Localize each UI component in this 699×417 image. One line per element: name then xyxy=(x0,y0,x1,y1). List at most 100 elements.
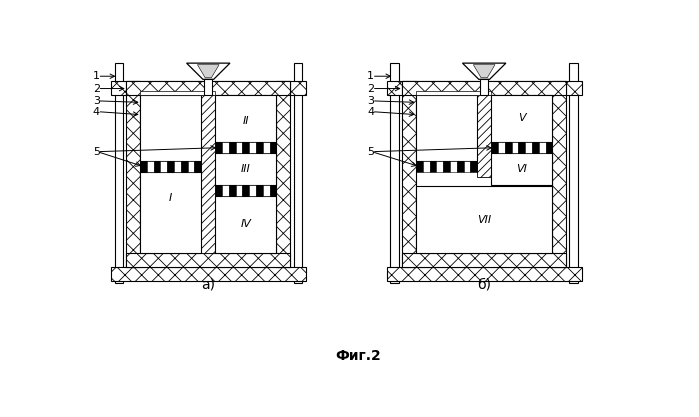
Text: 2: 2 xyxy=(93,83,100,93)
Text: а): а) xyxy=(201,278,215,292)
Bar xyxy=(436,161,443,172)
Bar xyxy=(505,142,512,153)
Bar xyxy=(491,153,552,185)
Bar xyxy=(140,161,147,172)
Bar xyxy=(126,253,290,267)
Polygon shape xyxy=(473,65,495,78)
Bar xyxy=(215,196,277,253)
Text: 5: 5 xyxy=(367,147,374,157)
Bar xyxy=(402,253,566,267)
Text: 5: 5 xyxy=(93,147,100,157)
Bar xyxy=(236,185,243,196)
Text: 3: 3 xyxy=(93,96,100,106)
Text: 1: 1 xyxy=(93,71,100,81)
Bar xyxy=(250,185,256,196)
Bar xyxy=(391,63,399,283)
Text: V: V xyxy=(518,113,526,123)
Bar xyxy=(539,142,546,153)
Bar xyxy=(126,81,140,267)
Bar xyxy=(463,161,470,172)
Bar xyxy=(126,81,290,95)
Bar xyxy=(256,185,263,196)
Bar xyxy=(552,81,566,267)
Bar xyxy=(512,142,519,153)
Bar xyxy=(250,142,256,153)
Bar xyxy=(140,95,201,161)
Bar xyxy=(110,267,306,281)
Bar xyxy=(416,161,423,172)
Bar xyxy=(204,79,212,95)
Text: 2: 2 xyxy=(367,83,374,93)
Bar xyxy=(498,142,505,153)
Polygon shape xyxy=(187,63,230,79)
Bar xyxy=(480,79,488,95)
Bar xyxy=(194,161,201,172)
Bar xyxy=(416,95,477,161)
Bar xyxy=(491,142,498,153)
Bar xyxy=(215,185,222,196)
Bar xyxy=(229,185,236,196)
Text: VII: VII xyxy=(477,215,491,225)
Bar xyxy=(147,161,154,172)
Text: Фиг.2: Фиг.2 xyxy=(335,349,381,364)
Bar xyxy=(140,91,215,95)
Text: 3: 3 xyxy=(367,96,374,106)
Bar xyxy=(215,153,277,185)
Bar xyxy=(161,161,167,172)
Bar xyxy=(243,142,250,153)
Bar xyxy=(570,63,578,283)
Bar xyxy=(416,186,552,253)
Bar xyxy=(491,95,552,142)
Bar xyxy=(115,63,123,283)
Text: 4: 4 xyxy=(367,107,374,117)
Bar xyxy=(450,161,456,172)
Text: б): б) xyxy=(477,278,491,292)
Text: III: III xyxy=(241,164,251,174)
Bar xyxy=(110,81,306,95)
Bar xyxy=(188,161,194,172)
Polygon shape xyxy=(197,65,219,78)
Bar xyxy=(430,161,436,172)
Bar xyxy=(154,161,161,172)
Bar xyxy=(222,185,229,196)
Bar xyxy=(387,267,582,281)
Bar xyxy=(236,142,243,153)
Bar xyxy=(525,142,532,153)
Bar xyxy=(270,185,277,196)
Bar xyxy=(416,91,491,95)
Bar xyxy=(519,142,525,153)
Bar xyxy=(456,161,463,172)
Bar xyxy=(263,142,270,153)
Bar xyxy=(477,95,491,177)
Bar xyxy=(402,81,416,267)
Bar xyxy=(423,161,430,172)
Text: IV: IV xyxy=(240,219,252,229)
Bar xyxy=(387,81,582,95)
Text: 4: 4 xyxy=(93,107,100,117)
Bar xyxy=(546,142,552,153)
Bar xyxy=(229,142,236,153)
Bar xyxy=(215,95,277,142)
Bar xyxy=(256,142,263,153)
Bar xyxy=(532,142,539,153)
Text: VI: VI xyxy=(517,164,527,174)
Polygon shape xyxy=(463,63,506,79)
Bar xyxy=(402,81,566,95)
Bar xyxy=(222,142,229,153)
Text: I: I xyxy=(169,193,173,203)
Bar xyxy=(270,142,277,153)
Bar xyxy=(470,161,477,172)
Text: II: II xyxy=(243,116,249,126)
Text: 1: 1 xyxy=(367,71,374,81)
Bar xyxy=(263,185,270,196)
Bar xyxy=(174,161,181,172)
Bar xyxy=(201,95,215,253)
Bar xyxy=(140,172,201,253)
Bar xyxy=(215,142,222,153)
Bar xyxy=(294,63,302,283)
Bar xyxy=(243,185,250,196)
Bar xyxy=(167,161,174,172)
Bar xyxy=(443,161,450,172)
Bar xyxy=(181,161,188,172)
Bar xyxy=(277,81,290,267)
